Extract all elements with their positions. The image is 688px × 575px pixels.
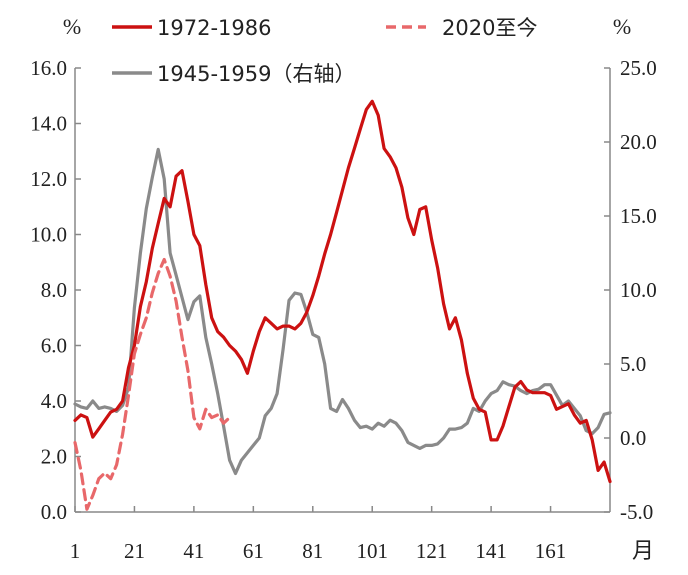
left-tick-label: 8.0 <box>41 278 67 302</box>
right-tick-label: 15.0 <box>620 204 657 228</box>
series-line-0 <box>73 99 612 484</box>
series-line-2 <box>73 147 612 476</box>
left-tick-label: 14.0 <box>30 112 67 136</box>
right-tick-label: 0.0 <box>620 426 646 450</box>
x-axis-label: 月 <box>632 538 654 563</box>
x-tick-label: 121 <box>416 539 448 563</box>
legend-label-2: 1945-1959（右轴） <box>157 62 355 86</box>
right-unit-label: % <box>613 14 631 39</box>
right-tick-label: 20.0 <box>620 130 657 154</box>
x-tick-label: 21 <box>124 539 145 563</box>
legend-label-1: 2020至今 <box>442 16 537 40</box>
x-tick-label: 161 <box>535 539 567 563</box>
left-tick-label: 6.0 <box>41 334 67 358</box>
right-tick-label: -5.0 <box>620 500 653 524</box>
x-tick-label: 141 <box>475 539 507 563</box>
left-tick-label: 2.0 <box>41 445 67 469</box>
left-tick-label: 16.0 <box>30 56 67 80</box>
x-tick-label: 101 <box>356 539 388 563</box>
series-line-1 <box>73 257 232 511</box>
right-tick-label: 25.0 <box>620 56 657 80</box>
left-unit-label: % <box>63 14 81 39</box>
left-tick-label: 10.0 <box>30 223 67 247</box>
left-tick-label: 4.0 <box>41 389 67 413</box>
legend: 1972-1986 2020至今 1945-1959（右轴） <box>112 16 537 86</box>
axes: 0.0 2.0 4.0 6.0 8.0 10.0 12.0 14.0 16.0 -5.0 0.0 5.… <box>30 14 657 563</box>
right-tick-label: 10.0 <box>620 278 657 302</box>
x-tick-label: 81 <box>302 539 323 563</box>
x-tick-label: 61 <box>243 539 264 563</box>
legend-label-0: 1972-1986 <box>157 16 271 40</box>
x-tick-label: 1 <box>70 539 81 563</box>
left-tick-label: 0.0 <box>41 500 67 524</box>
right-tick-label: 5.0 <box>620 352 646 376</box>
left-tick-label: 12.0 <box>30 167 67 191</box>
series-layer <box>73 99 612 511</box>
x-tick-label: 41 <box>183 539 204 563</box>
